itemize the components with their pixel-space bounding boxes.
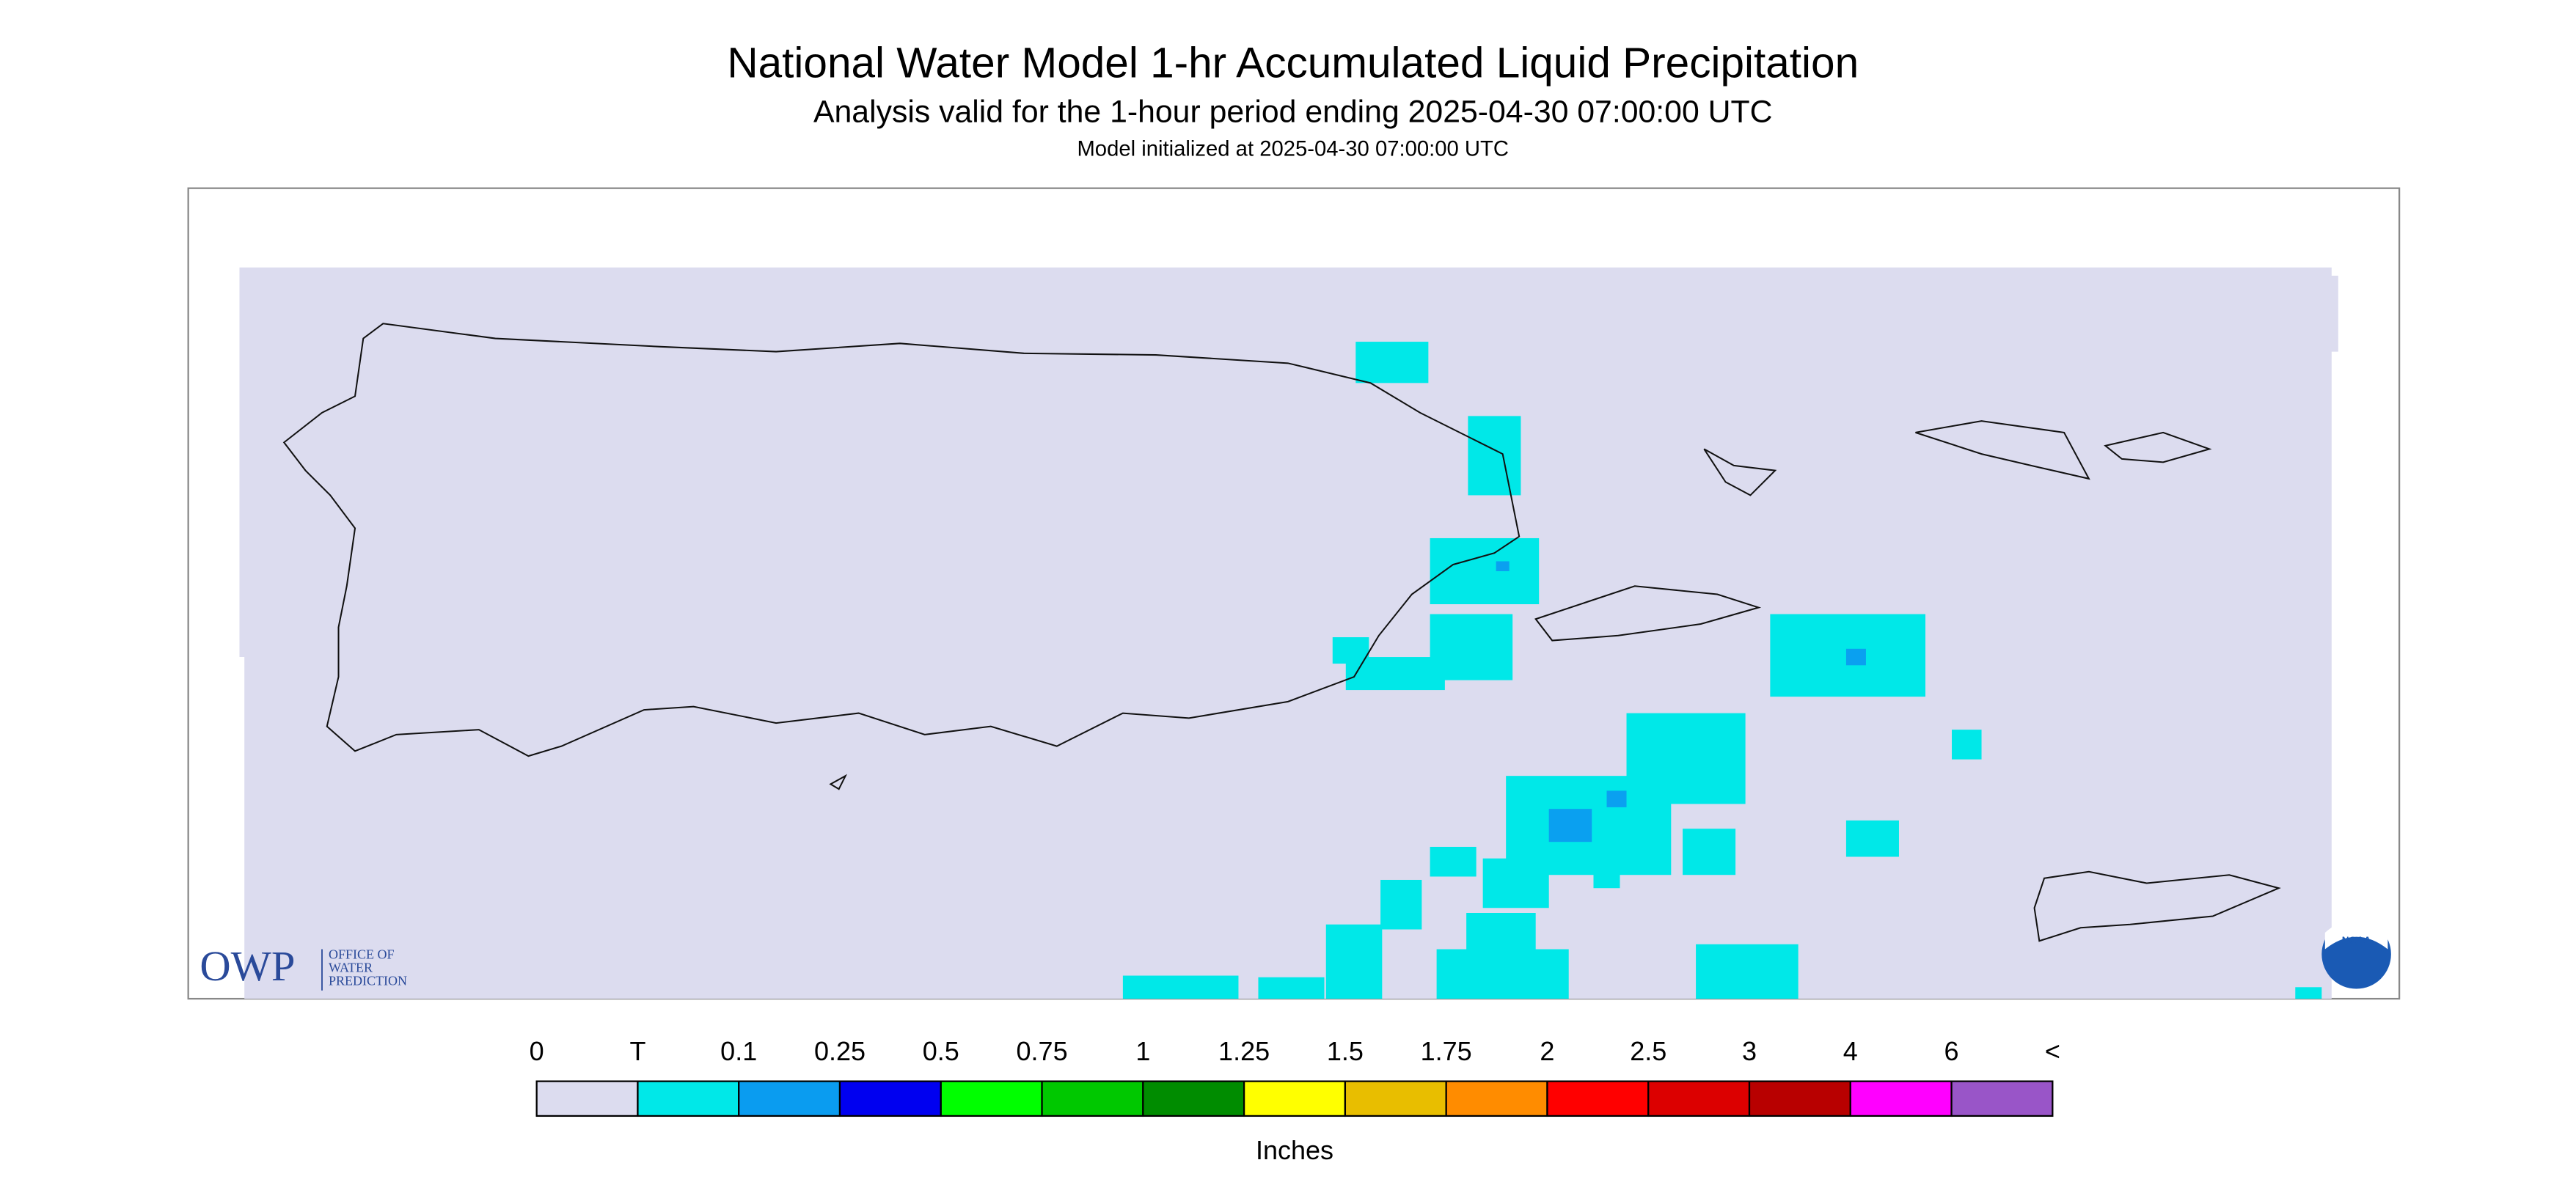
noaa-wing (2324, 918, 2388, 950)
legend-label: < (2045, 1036, 2060, 1066)
legend-swatch (1647, 1080, 1751, 1117)
legend-label: 1 (1135, 1036, 1150, 1066)
legend-swatch (1546, 1080, 1650, 1117)
legend-swatch (1748, 1080, 1851, 1117)
subtitle: Analysis valid for the 1-hour period end… (813, 95, 1773, 130)
legend-swatch (1445, 1080, 1548, 1117)
legend-swatch (1243, 1080, 1347, 1117)
legend-label: 2.5 (1630, 1036, 1666, 1066)
legend-swatch (1950, 1080, 2054, 1117)
precip-cells (1122, 342, 2322, 999)
noaa-text: NOAA (2342, 935, 2371, 946)
legend-label: 0.1 (720, 1036, 757, 1066)
owp-line: OFFICE OF (329, 947, 395, 962)
legend-swatch (535, 1080, 639, 1117)
legend-label: 4 (1843, 1036, 1858, 1066)
legend-label: 3 (1742, 1036, 1757, 1066)
legend-label: 0.5 (923, 1036, 959, 1066)
legend-label: T (629, 1036, 645, 1066)
legend-label: 1.5 (1327, 1036, 1364, 1066)
legend-swatch (637, 1080, 740, 1117)
legend-swatch (940, 1080, 1043, 1117)
legend: 0 T 0.1 0.25 0.5 0.75 1 1.25 1.5 1.75 2 2.5 3 4 6 < (530, 1036, 2060, 1117)
legend-swatch (1344, 1080, 1447, 1117)
owp-logo: OWP OFFICE OF WATER PREDICTION (200, 942, 407, 991)
legend-swatch (1142, 1080, 1245, 1117)
legend-swatch (1849, 1080, 1953, 1117)
legend-label: 0 (530, 1036, 544, 1066)
title: National Water Model 1-hr Accumulated Li… (727, 40, 1859, 87)
legend-unit: Inches (1256, 1135, 1333, 1165)
map: OWP OFFICE OF WATER PREDICTION NOAA (187, 187, 2401, 1000)
legend-swatch (1041, 1080, 1144, 1117)
coastlines (282, 323, 2281, 942)
owp-line: WATER (329, 961, 373, 975)
init-note: Model initialized at 2025-04-30 07:00:00… (1077, 138, 1509, 161)
legend-label: 2 (1540, 1036, 1554, 1066)
legend-label: 0.25 (814, 1036, 866, 1066)
owp-line: PREDICTION (329, 974, 407, 988)
legend-label: 6 (1944, 1036, 1959, 1066)
legend-swatch (738, 1080, 841, 1117)
noaa-logo: NOAA (2321, 918, 2391, 989)
legend-label: 1.25 (1218, 1036, 1270, 1066)
legend-swatch (838, 1080, 942, 1117)
data-area (239, 267, 2338, 999)
legend-label: 0.75 (1017, 1036, 1068, 1066)
legend-label: 1.75 (1421, 1036, 1472, 1066)
owp-text: OWP (200, 942, 295, 990)
